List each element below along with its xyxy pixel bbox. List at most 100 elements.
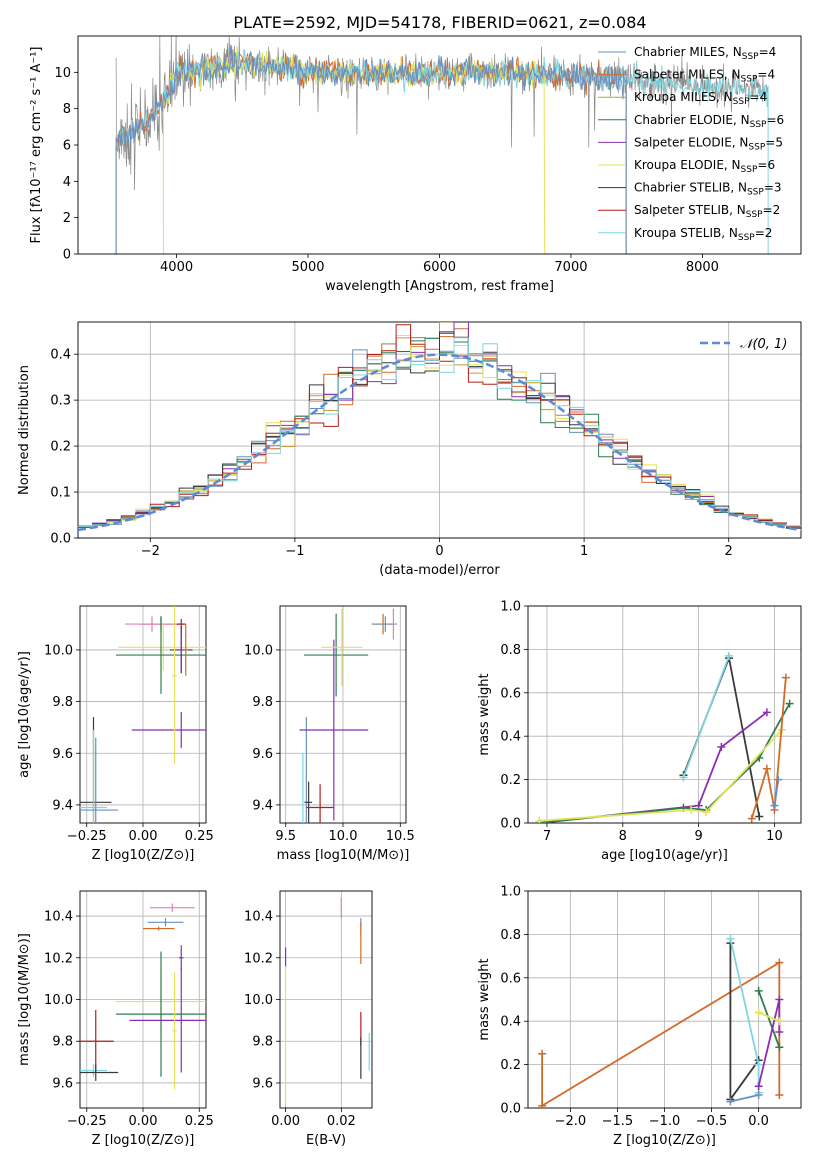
legend-value: =6 bbox=[766, 113, 784, 127]
y-tick-label: 9.8 bbox=[52, 1035, 73, 1050]
y-tick-label: 0 bbox=[63, 248, 71, 263]
y-tick-label: 10.0 bbox=[244, 643, 273, 658]
error-bar-point bbox=[305, 781, 313, 823]
mass-weight-marker bbox=[679, 773, 688, 782]
error-bar-point bbox=[80, 1064, 107, 1077]
x-tick-label: −0.25 bbox=[67, 1114, 107, 1129]
axes-frame bbox=[527, 605, 802, 824]
mass-weight-marker bbox=[726, 934, 735, 943]
legend-label: Salpeter STELIB, N bbox=[634, 203, 746, 217]
x-tick-label: 0.00 bbox=[129, 829, 158, 844]
x-tick-label: 9 bbox=[694, 829, 702, 844]
legend-label: Chabrier ELODIE, N bbox=[634, 113, 750, 127]
legend-label: Kroupa STELIB, N bbox=[634, 226, 738, 240]
legend-entry: Chabrier MILES, NSSP=4 bbox=[634, 45, 776, 62]
y-tick-label: 1.0 bbox=[500, 885, 521, 900]
mass-weight-marker bbox=[754, 1008, 763, 1017]
mass-weight-marker bbox=[538, 1101, 547, 1108]
age-vs-Z-data bbox=[80, 606, 206, 823]
y-tick-label: 0.4 bbox=[500, 730, 521, 745]
legend-value: =5 bbox=[765, 135, 783, 149]
mass-weight-marker bbox=[538, 1049, 547, 1058]
x-tick-label: 0.0 bbox=[748, 1114, 769, 1129]
x-axis-label: Z [log10(Z/Z⊙)] bbox=[92, 848, 195, 863]
x-tick-label: 5000 bbox=[291, 260, 324, 275]
legend-label: Chabrier STELIB, N bbox=[634, 181, 747, 195]
x-tick-label: 0.02 bbox=[327, 1114, 356, 1129]
error-bar-point bbox=[299, 639, 369, 821]
x-tick-label: 0.00 bbox=[271, 1114, 300, 1129]
y-tick-label: 2 bbox=[63, 211, 71, 226]
y-tick-label: 9.8 bbox=[252, 695, 273, 710]
mass-weight-marker bbox=[762, 764, 771, 773]
legend-subscript: SSP bbox=[748, 142, 765, 152]
error-bar-point bbox=[179, 945, 184, 971]
x-axis-label: (data-model)/error bbox=[379, 563, 500, 578]
legend-subscript: SSP bbox=[742, 52, 759, 62]
error-bar-point bbox=[149, 903, 195, 912]
error-bar-point bbox=[80, 1064, 119, 1081]
legend-label: Salpeter ELODIE, N bbox=[634, 135, 748, 149]
mass-weight-marker bbox=[775, 1028, 784, 1037]
legend-value: =6 bbox=[757, 158, 775, 172]
legend-label: Kroupa ELODIE, N bbox=[634, 158, 741, 172]
y-tick-label: 6 bbox=[63, 139, 71, 154]
y-tick-label: 9.8 bbox=[52, 695, 73, 710]
error-bar-point bbox=[392, 608, 395, 640]
y-axis-label: Normed distribution bbox=[17, 365, 32, 495]
residuals-panel: −2 −1 0 1 2 0.0 0.1 0.2 0.3 0.4 (data-model)/error… bbox=[17, 321, 802, 578]
spectrum-data bbox=[115, 36, 769, 254]
legend-entry: 𝒩(0, 1) bbox=[740, 337, 787, 352]
error-bar-point bbox=[172, 606, 177, 764]
legend-subscript: SSP bbox=[746, 210, 763, 220]
x-axis-label: E(B-V) bbox=[306, 1133, 346, 1148]
x-tick-label: −1.5 bbox=[602, 1114, 634, 1129]
legend-value: =2 bbox=[755, 226, 773, 240]
y-tick-label: 0.0 bbox=[500, 817, 521, 832]
age-vs-mass-panel: 9.5 10.0 10.5 9.4 9.6 9.8 10.0 mass [log10(M/M⊙… bbox=[244, 605, 415, 863]
y-tick-label: 9.8 bbox=[252, 1035, 273, 1050]
axes-frame bbox=[279, 890, 373, 1109]
mass-weight-series-line bbox=[773, 779, 780, 806]
legend-entry: Salpeter ELODIE, NSSP=5 bbox=[634, 135, 783, 152]
legend-label: Salpeter MILES, N bbox=[634, 68, 741, 82]
axes-frame bbox=[79, 890, 207, 1109]
mass-weight-marker bbox=[755, 812, 764, 821]
y-tick-label: 9.6 bbox=[52, 1076, 73, 1091]
axes-frame bbox=[279, 605, 407, 824]
y-tick-label: 10.0 bbox=[44, 993, 73, 1008]
y-tick-label: 10.0 bbox=[244, 993, 273, 1008]
legend-subscript: SSP bbox=[733, 97, 750, 107]
mass-weight-series-line bbox=[730, 1094, 759, 1103]
legend-subscript: SSP bbox=[741, 165, 758, 175]
y-tick-label: 0.6 bbox=[500, 971, 521, 986]
mass-weight-marker bbox=[781, 673, 790, 682]
y-tick-label: 9.6 bbox=[252, 1076, 273, 1091]
mass-weight-series-line bbox=[729, 938, 760, 1093]
weight-vs-Z-data bbox=[538, 934, 784, 1108]
mass-weight-marker bbox=[724, 651, 733, 660]
error-bar-point bbox=[304, 613, 369, 697]
error-bar-point bbox=[300, 753, 306, 823]
mass-weight-series-line bbox=[539, 729, 783, 822]
chart-title: PLATE=2592, MJD=54178, FIBERID=0621, z=0… bbox=[233, 13, 646, 32]
axes-frame bbox=[79, 605, 207, 824]
model-spectrum-line bbox=[162, 45, 546, 254]
y-tick-label: 8 bbox=[63, 102, 71, 117]
x-tick-label: 0 bbox=[435, 544, 443, 559]
mass-weight-series-line bbox=[541, 961, 781, 1108]
residuals-legend: 𝒩(0, 1) bbox=[700, 337, 787, 352]
y-axis-label: age [log10(age/yr)] bbox=[17, 651, 32, 778]
spectrum-panel: 4000 5000 6000 7000 8000 0 2 4 6 8 10 wavelength [A… bbox=[29, 35, 802, 294]
x-tick-label: 2 bbox=[725, 544, 733, 559]
legend-value: =4 bbox=[750, 90, 768, 104]
error-bar-point bbox=[116, 616, 206, 694]
y-tick-label: 0.3 bbox=[50, 394, 71, 409]
y-axis-label: mass [log10(M/M⊙)] bbox=[17, 933, 32, 1066]
mass-weight-series-line bbox=[757, 990, 781, 1048]
y-tick-label: 0.2 bbox=[50, 440, 71, 455]
residual-histogram-step bbox=[78, 331, 801, 529]
y-tick-label: 0.0 bbox=[500, 1102, 521, 1117]
x-tick-label: 1 bbox=[580, 544, 588, 559]
weight-vs-age-panel: 7 8 9 10 0.0 0.2 0.4 0.6 0.8 1.0 age [log10(age/yr… bbox=[477, 600, 802, 863]
